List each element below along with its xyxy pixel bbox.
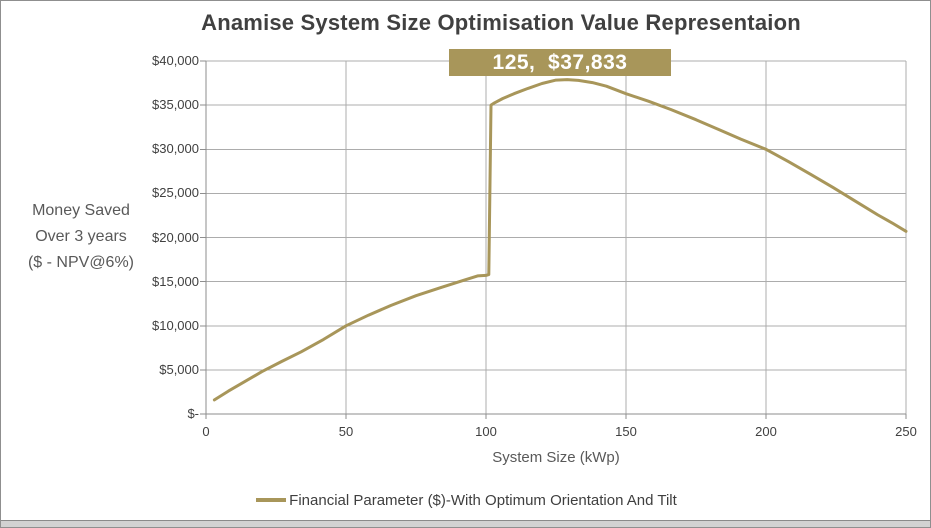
data-label-callout: 125, $37,833: [449, 49, 671, 76]
x-tick-label: 200: [755, 424, 777, 439]
y-axis-title-line-3: ($ - NPV@6%): [27, 254, 135, 271]
y-axis-title: Money Saved Over 3 years ($ - NPV@6%): [5, 198, 157, 276]
chart-title: Anamise System Size Optimisation Value R…: [201, 10, 801, 35]
x-tick-label: 100: [475, 424, 497, 439]
y-tick-label: $25,000: [152, 185, 199, 201]
y-tick-label: $30,000: [152, 141, 199, 157]
legend-line-marker: [256, 498, 287, 502]
y-tick-label: $10,000: [152, 317, 199, 333]
series-line-financial-parameter: [212, 78, 908, 402]
y-tick-label: $20,000: [152, 229, 199, 245]
legend: Financial Parameter ($)-With Optimum Ori…: [1, 488, 930, 512]
y-tick-label: $35,000: [152, 97, 199, 113]
y-tick-label: $40,000: [152, 53, 199, 68]
x-tick-label: 50: [338, 424, 354, 439]
y-tick-label: $-: [187, 406, 199, 421]
y-axis-title-line-2: Over 3 years: [35, 228, 127, 245]
legend-series-label: Financial Parameter ($)-With Optimum Ori…: [289, 491, 677, 509]
window-bottom-edge: [1, 520, 930, 527]
y-tick-label: $15,000: [152, 273, 199, 289]
y-tick-label: $5,000: [159, 361, 199, 377]
x-tick-label: 150: [615, 424, 637, 439]
y-axis-title-line-1: Money Saved: [32, 202, 130, 219]
x-tick-label: 250: [895, 424, 917, 439]
x-tick-label: 0: [202, 424, 210, 439]
x-axis-title: System Size (kWp): [492, 449, 620, 466]
